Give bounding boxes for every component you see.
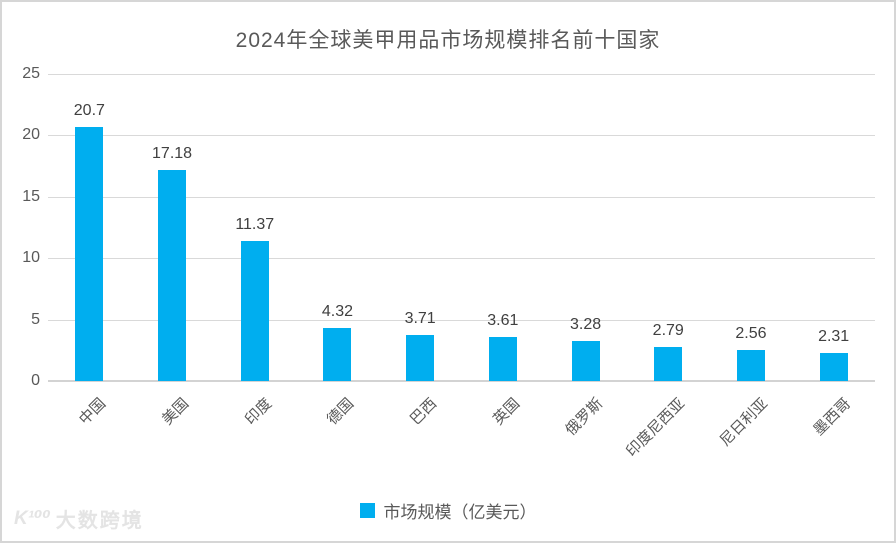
bar-value-label: 4.32 bbox=[321, 302, 353, 320]
x-axis-tick-label: 德国 bbox=[324, 395, 358, 429]
legend: 市场规模（亿美元） bbox=[2, 498, 894, 523]
bar-value-label: 2.31 bbox=[818, 327, 850, 345]
legend-label: 市场规模（亿美元） bbox=[383, 503, 537, 522]
gridline bbox=[48, 74, 875, 75]
bar-value-label: 3.61 bbox=[487, 311, 519, 329]
bar-德国 bbox=[323, 327, 352, 381]
x-axis-tick-label: 墨西哥 bbox=[809, 395, 854, 439]
bar-value-label: 3.71 bbox=[404, 310, 436, 328]
bar-value-label: 2.56 bbox=[735, 324, 767, 342]
x-axis-tick-label: 巴西 bbox=[407, 395, 441, 429]
bar-俄罗斯 bbox=[571, 340, 600, 381]
x-axis-tick-label: 印度 bbox=[241, 395, 275, 429]
y-axis-tick-label: 25 bbox=[22, 65, 40, 82]
bar-value-label: 3.28 bbox=[569, 315, 602, 333]
x-axis-tick-label: 印度尼西亚 bbox=[623, 395, 689, 461]
bar-value-label: 20.7 bbox=[73, 101, 105, 119]
bar-墨西哥 bbox=[819, 352, 848, 381]
y-axis-tick-label: 5 bbox=[31, 310, 40, 328]
x-axis-tick-label: 尼日利亚 bbox=[716, 395, 772, 450]
y-axis-tick-label: 0 bbox=[31, 372, 40, 389]
gridline bbox=[48, 319, 875, 321]
x-axis-tick-label: 中国 bbox=[76, 395, 110, 429]
y-axis-tick-label: 10 bbox=[22, 249, 40, 267]
gridline bbox=[48, 135, 875, 137]
watermark: K¹⁰⁰ 大数跨境 bbox=[14, 504, 144, 533]
bar-中国 bbox=[75, 126, 104, 381]
x-axis-tick-label: 俄罗斯 bbox=[561, 395, 606, 439]
bar-巴西 bbox=[406, 335, 435, 381]
bar-印度尼西亚 bbox=[654, 346, 683, 381]
x-axis-tick-label: 美国 bbox=[158, 395, 193, 429]
watermark-text: 大数跨境 bbox=[55, 510, 144, 532]
bar-value-label: 11.37 bbox=[235, 216, 275, 234]
x-axis-tick-label: 英国 bbox=[489, 395, 523, 429]
plot-area: 0 5 10 15 20 25 20.7 中国 17.18 美国 11.37 印度 4.32 德国 3.71… bbox=[22, 65, 875, 460]
gridline bbox=[48, 258, 875, 260]
legend-swatch bbox=[359, 503, 375, 518]
bar-美国 bbox=[158, 170, 187, 381]
x-axis-line bbox=[48, 380, 875, 382]
bar-value-label: 2.79 bbox=[652, 321, 684, 339]
watermark-logo-icon: K¹⁰⁰ bbox=[14, 508, 51, 529]
bar-value-label: 17.18 bbox=[152, 145, 193, 163]
chart-title: 2024年全球美甲用品市场规模排名前十国家 bbox=[235, 29, 661, 52]
y-axis-tick-label: 20 bbox=[22, 126, 40, 144]
bar-英国 bbox=[488, 336, 517, 381]
y-axis-tick-label: 15 bbox=[22, 187, 40, 205]
gridline bbox=[48, 196, 875, 198]
bar-尼日利亚 bbox=[736, 349, 765, 381]
bar-印度 bbox=[240, 241, 269, 381]
